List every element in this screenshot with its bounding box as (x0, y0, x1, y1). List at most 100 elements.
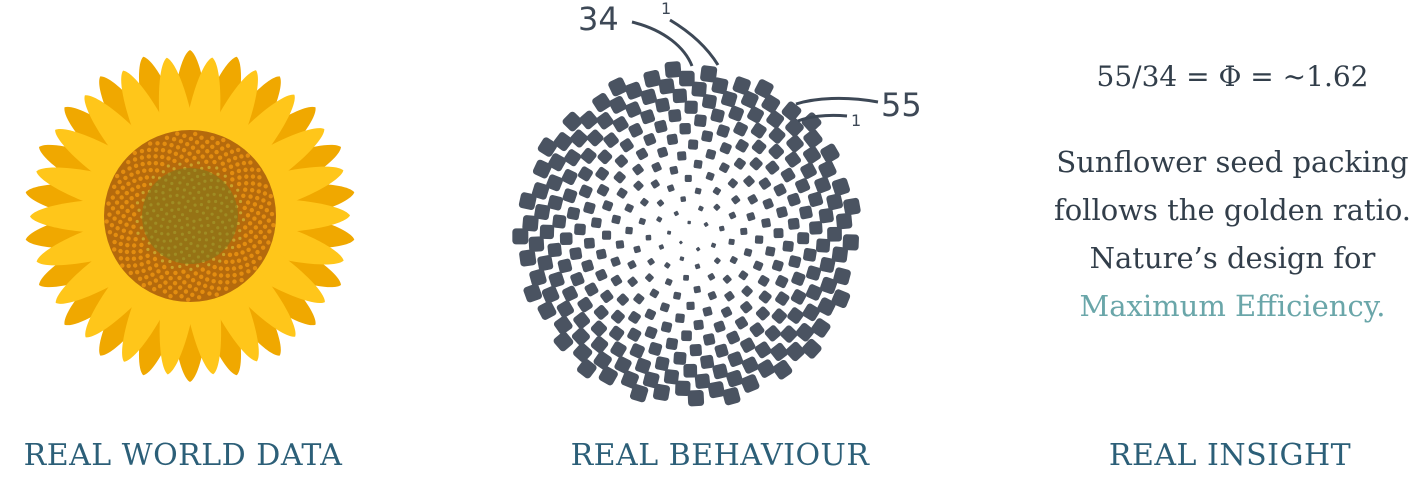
seed (611, 214, 621, 225)
seed (656, 199, 665, 207)
floret (160, 154, 165, 160)
seed (659, 302, 670, 313)
seed (775, 275, 789, 289)
floret (126, 263, 131, 269)
floret (163, 280, 168, 285)
floret (193, 271, 198, 276)
seed (773, 183, 787, 197)
seed (562, 188, 578, 204)
floret (138, 255, 143, 260)
floret (236, 181, 242, 187)
seed (577, 166, 593, 182)
seed (679, 240, 683, 245)
seed (712, 186, 722, 196)
seed (593, 351, 612, 370)
floret (249, 187, 255, 193)
floret (127, 217, 133, 222)
seed (600, 289, 614, 303)
floret (135, 184, 141, 189)
seed (629, 343, 645, 359)
seed (666, 230, 672, 235)
floret (241, 160, 247, 166)
floret (139, 148, 145, 154)
seed (586, 129, 604, 147)
seed (803, 129, 823, 149)
floret (118, 248, 123, 254)
seed (519, 249, 537, 267)
seed (694, 373, 711, 389)
floret (257, 220, 263, 225)
seed (747, 194, 758, 205)
seed (705, 149, 717, 160)
floret (156, 269, 161, 274)
seed (570, 272, 585, 287)
seed (531, 182, 550, 200)
seed (788, 255, 802, 269)
seed (701, 94, 717, 110)
floret (195, 149, 201, 155)
seed (512, 228, 529, 245)
seed (826, 193, 844, 211)
seed (640, 198, 649, 207)
floret (128, 230, 133, 235)
floret (114, 173, 120, 179)
floret (250, 174, 256, 179)
floret (166, 156, 171, 161)
seed (627, 327, 642, 342)
floret (131, 243, 137, 248)
seed (655, 97, 670, 113)
floret (161, 170, 165, 174)
seed (833, 267, 851, 286)
seed (818, 160, 837, 179)
floret (104, 219, 109, 224)
seed (601, 230, 612, 240)
floret (169, 142, 174, 148)
floret (209, 285, 215, 290)
seed (673, 291, 682, 300)
floret (127, 166, 132, 171)
floret (257, 239, 263, 245)
floret (264, 208, 270, 213)
floret (132, 263, 138, 268)
floret (112, 239, 117, 245)
floret (181, 269, 186, 274)
floret (245, 153, 251, 158)
seed (819, 257, 836, 273)
seed (768, 143, 785, 160)
sunflower-disk-center (142, 168, 238, 264)
floret (243, 187, 248, 192)
seed (573, 343, 593, 363)
seed (574, 223, 586, 236)
seed (625, 101, 642, 118)
floret (235, 162, 240, 167)
floret (135, 201, 140, 205)
seed (738, 270, 749, 281)
seed (610, 256, 621, 267)
seed (644, 326, 658, 339)
floret (189, 267, 193, 271)
floret (132, 157, 138, 162)
floret (170, 265, 174, 270)
seed (553, 132, 573, 152)
floret (205, 277, 210, 282)
seed (785, 341, 806, 362)
floret (115, 226, 120, 231)
seed (843, 197, 861, 216)
floret (168, 276, 173, 281)
floret (248, 160, 253, 165)
floret (221, 137, 226, 143)
seed (693, 285, 701, 294)
seed (620, 370, 639, 389)
seed (707, 381, 725, 399)
seed (654, 119, 668, 134)
floret (120, 263, 125, 268)
seed (562, 285, 579, 302)
seed (782, 240, 794, 252)
seed (766, 110, 785, 129)
seed (687, 139, 699, 150)
floret (199, 135, 204, 140)
seed (711, 77, 729, 95)
seed (608, 77, 628, 97)
seed (827, 226, 842, 242)
floret (262, 224, 268, 229)
